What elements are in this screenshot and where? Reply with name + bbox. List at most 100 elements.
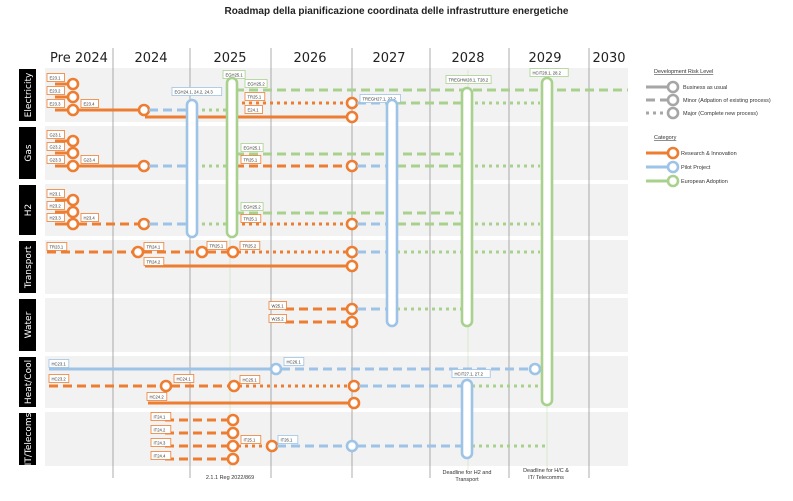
european-gate-egh25 xyxy=(225,76,239,239)
milestone-node xyxy=(66,205,80,219)
milestone-tag-label: W25.2 xyxy=(272,317,285,322)
milestone-node xyxy=(66,146,80,160)
milestone-node xyxy=(345,259,359,273)
milestone-tag-box xyxy=(143,257,165,266)
milestone-tag-label: IT24.2 xyxy=(154,428,167,433)
legend-risk-node xyxy=(666,93,680,107)
milestone-node xyxy=(66,193,80,207)
milestone-tag-box xyxy=(240,143,264,152)
legend-category-label: Research & Innovation xyxy=(681,151,737,157)
milestone-node xyxy=(137,103,151,117)
year-header: 2027 xyxy=(372,51,405,66)
year-header: 2025 xyxy=(213,51,246,66)
milestone-node xyxy=(226,452,240,466)
chart-title: Roadmap della pianificazione coordinata … xyxy=(224,6,569,17)
milestone-tag-box xyxy=(451,369,491,378)
milestone-node xyxy=(265,439,279,453)
deadline-note-2029: IT/ Telecomms xyxy=(528,475,564,481)
milestone-tag-label: EGH25.2 xyxy=(248,82,266,87)
milestone-tag-box xyxy=(239,375,261,384)
row-band xyxy=(45,412,628,466)
row-label: Transport xyxy=(24,245,34,289)
milestone-tag-label: W25.1 xyxy=(272,304,285,309)
milestone-tag-label: G23.1 xyxy=(50,133,62,138)
pilot-gate-egh24 xyxy=(185,98,199,239)
milestone-tag-box xyxy=(240,155,262,164)
milestone-tag-label: HC25.1 xyxy=(243,378,258,383)
milestone-tag-label: TR23.1 xyxy=(50,245,64,250)
milestone-node xyxy=(226,413,240,427)
milestone-tag-label: E23.2 xyxy=(50,89,62,94)
milestone-tag-box xyxy=(240,214,262,223)
legend-category-node xyxy=(666,160,680,174)
milestone-node xyxy=(345,159,359,173)
milestone-node xyxy=(347,379,361,393)
milestone-tag-box xyxy=(150,425,172,434)
milestone-node xyxy=(66,159,80,173)
milestone-tag-box xyxy=(80,99,99,108)
milestone-tag-label: TR24.2 xyxy=(147,260,161,265)
milestone-tag-label: IT26.1 xyxy=(281,438,294,443)
milestone-tag-label: TREGHW28.1, T28.2 xyxy=(449,78,489,83)
milestone-tag-label: IT24.3 xyxy=(154,441,167,446)
milestone-tag-label: TREGH27.1, 27.2 xyxy=(363,97,397,102)
milestone-node xyxy=(226,245,240,259)
milestone-node xyxy=(226,426,240,440)
legend-risk-node xyxy=(666,106,680,120)
milestone-tag-label: G23.3 xyxy=(50,158,62,163)
legend-risk-label: Minor (Adpation of existing process) xyxy=(683,98,771,104)
milestone-node xyxy=(345,245,359,259)
milestone-tag-box xyxy=(206,241,228,250)
year-header: 2026 xyxy=(293,51,326,66)
legend-category-label: Pilot Project xyxy=(681,165,711,171)
milestone-tag-box xyxy=(268,301,287,310)
milestone-tag-label: TR25.1 xyxy=(244,217,258,222)
milestone-tag-label: E23.3 xyxy=(50,102,62,107)
legend-category-title: Category xyxy=(654,135,677,141)
row-label-box xyxy=(19,69,36,121)
milestone-tag-box xyxy=(80,213,99,222)
milestone-tag-label: G23.4 xyxy=(84,158,96,163)
milestone-node xyxy=(227,379,241,393)
milestone-tag-label: HC23.2 xyxy=(52,377,67,382)
legend-risk-title: Development Risk Level xyxy=(654,69,713,75)
milestone-node xyxy=(66,217,80,231)
milestone-tag-box xyxy=(46,86,65,95)
regulation-note: 2.1.1 Reg 2022/869 xyxy=(206,475,254,481)
milestone-node xyxy=(131,245,145,259)
milestone-tag-label: IT24.4 xyxy=(154,454,167,459)
milestone-node xyxy=(66,77,80,91)
milestone-tag-box xyxy=(80,155,99,164)
milestone-node xyxy=(137,159,151,173)
row-label-box xyxy=(19,185,36,235)
pilot-gate-hcit27 xyxy=(460,378,474,460)
deadline-note-2028: Deadline for H2 and xyxy=(443,470,492,476)
legend-risk-node xyxy=(666,80,680,94)
milestone-tag-box xyxy=(46,242,68,251)
milestone-tag-box xyxy=(283,357,305,366)
milestone-tag-box xyxy=(46,130,65,139)
milestone-tag-label: HC24.1 xyxy=(177,377,192,382)
year-header: 2030 xyxy=(592,51,625,66)
milestone-tag-box xyxy=(244,105,263,114)
milestone-tag-box xyxy=(240,202,264,211)
milestone-tag-label: H23.4 xyxy=(84,216,96,221)
milestone-node xyxy=(345,217,359,231)
milestone-tag-box xyxy=(268,314,287,323)
milestone-tag-label: G23.2 xyxy=(50,145,62,150)
milestone-tag-label: TR25.2 xyxy=(243,244,257,249)
milestone-tag-label: TR25.1 xyxy=(248,95,262,100)
row-band xyxy=(45,298,628,352)
year-header: 2024 xyxy=(134,51,167,66)
milestone-node xyxy=(66,90,80,104)
row-label: H2 xyxy=(24,204,34,217)
milestone-tag-box xyxy=(48,359,70,368)
milestone-tag-box xyxy=(46,73,65,82)
row-label-box xyxy=(19,127,36,179)
milestone-tag-label: HC26.1 xyxy=(287,360,302,365)
row-label-box xyxy=(19,413,36,465)
milestone-tag-box xyxy=(277,435,299,444)
milestone-tag-box xyxy=(46,213,65,222)
milestone-tag-label: EGH24.1, 24.2, 24.3 xyxy=(175,90,214,95)
